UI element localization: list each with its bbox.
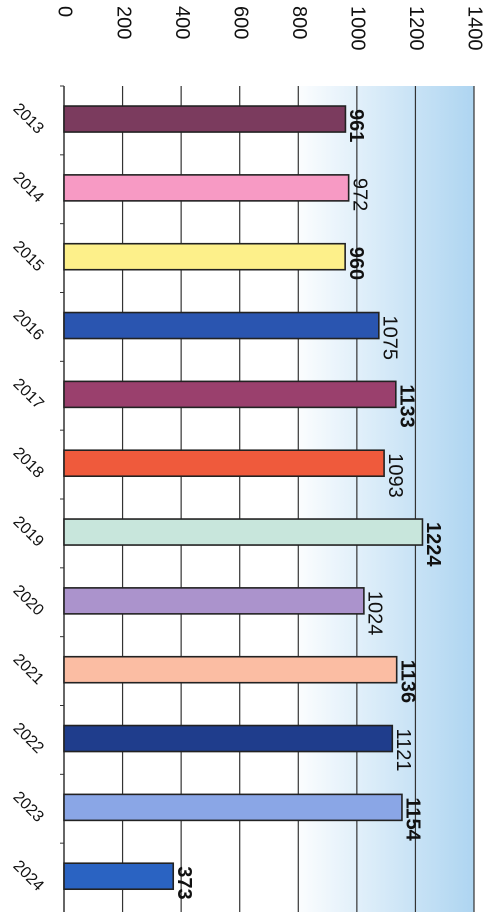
plot-background bbox=[64, 86, 474, 912]
bar-2023 bbox=[63, 793, 403, 822]
data-label: 1024 bbox=[364, 591, 386, 636]
bar-2024 bbox=[63, 862, 175, 891]
x-tick-label: 400 bbox=[171, 6, 193, 39]
x-tick-label: 1400 bbox=[464, 6, 486, 51]
x-tick-label: 800 bbox=[288, 6, 310, 39]
data-label: 373 bbox=[173, 866, 195, 899]
category-label: 2023 bbox=[10, 789, 47, 826]
category-label: 2019 bbox=[10, 513, 47, 550]
data-label: 1093 bbox=[384, 453, 406, 498]
bar-2016 bbox=[63, 311, 380, 340]
x-tick-label: 1000 bbox=[347, 6, 369, 51]
x-tick-label: 0 bbox=[54, 6, 76, 17]
bar-2021 bbox=[63, 655, 398, 684]
category-label: 2024 bbox=[10, 857, 47, 894]
category-label: 2021 bbox=[10, 651, 47, 688]
data-label: 1133 bbox=[396, 384, 418, 427]
data-label: 1154 bbox=[402, 797, 424, 841]
data-label: 1075 bbox=[379, 316, 401, 361]
category-label: 2022 bbox=[10, 720, 47, 757]
bar-2014 bbox=[63, 174, 350, 202]
data-label: 1136 bbox=[396, 660, 418, 703]
bar-2013 bbox=[63, 105, 347, 133]
bar-2015 bbox=[63, 242, 346, 271]
x-tick-label: 200 bbox=[112, 6, 134, 39]
x-tick-label: 1200 bbox=[405, 6, 427, 51]
category-label: 2016 bbox=[10, 307, 47, 344]
bar-2020 bbox=[63, 587, 365, 615]
category-label: 2017 bbox=[10, 376, 47, 413]
data-label: 1121 bbox=[392, 729, 414, 772]
data-label: 972 bbox=[348, 178, 370, 211]
bar-2019 bbox=[63, 518, 424, 546]
x-tick-label: 600 bbox=[229, 6, 251, 39]
data-label: 960 bbox=[345, 247, 367, 280]
bar-2017 bbox=[63, 380, 397, 409]
category-label: 2013 bbox=[10, 100, 47, 137]
data-label: 1224 bbox=[422, 522, 444, 567]
category-label: 2014 bbox=[10, 169, 47, 206]
category-label: 2020 bbox=[10, 582, 47, 619]
category-label: 2015 bbox=[10, 238, 47, 275]
category-label: 2018 bbox=[10, 444, 47, 481]
bar-2022 bbox=[63, 724, 394, 753]
bar-2018 bbox=[63, 449, 385, 478]
data-label: 961 bbox=[345, 109, 367, 142]
